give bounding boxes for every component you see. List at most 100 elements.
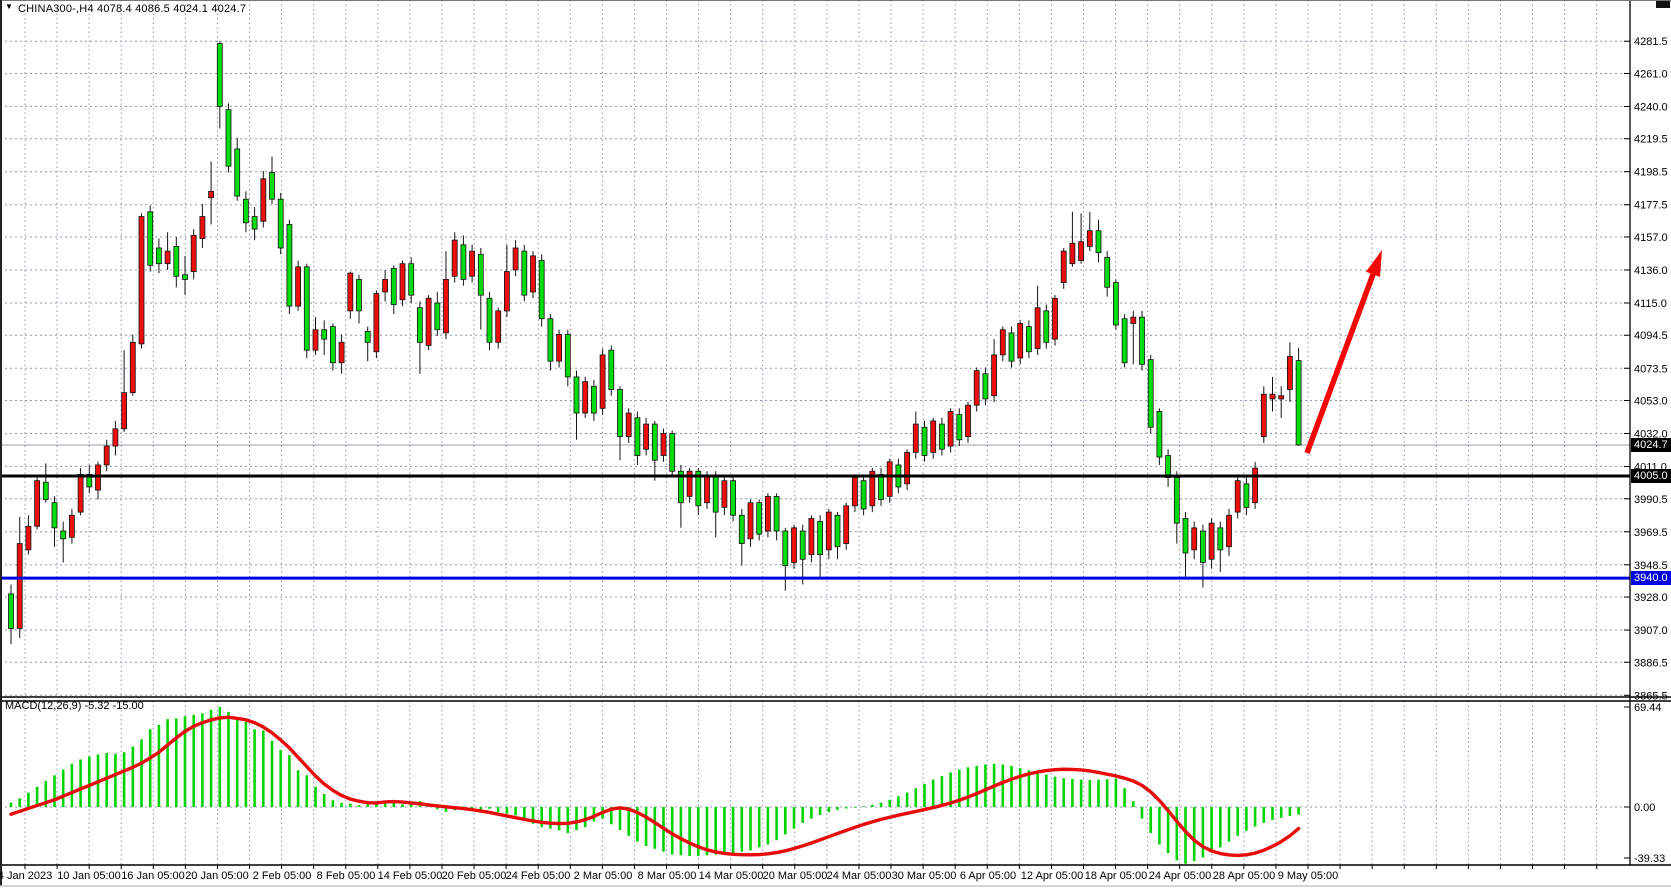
candle-body-bear: [573, 376, 580, 414]
candle-body-bull: [843, 505, 850, 544]
candle-body-bear: [329, 326, 336, 364]
candle: [912, 411, 919, 459]
candle: [982, 367, 989, 406]
candle: [190, 229, 197, 280]
candle-body-bear: [416, 307, 423, 343]
time-tick-label: 8 Mar 05:00: [638, 870, 697, 882]
time-tick-label: 2 Mar 05:00: [574, 870, 633, 882]
time-tick-label: 24 Feb 05:00: [506, 870, 571, 882]
macd-indicator-label: MACD(12,26,9) -5.32 -15.00: [5, 700, 144, 712]
candle: [103, 439, 110, 472]
candle-body-bear: [1121, 318, 1128, 364]
candle-body-bull: [912, 423, 919, 453]
symbol-dropdown-icon[interactable]: ▼: [5, 2, 13, 11]
candle-body-bull: [991, 354, 997, 397]
candle-body-bull: [129, 341, 136, 394]
candle-body-bear: [234, 148, 241, 197]
candle: [939, 417, 945, 456]
candle-body-bear: [564, 334, 571, 378]
candle: [582, 376, 589, 418]
candle-body-bull: [947, 411, 954, 447]
candle: [1182, 512, 1189, 579]
candle: [34, 477, 40, 530]
candle-body-bull: [747, 502, 754, 540]
candle-body-bear: [1147, 359, 1154, 428]
candle: [808, 515, 815, 563]
candle-body-bear: [147, 211, 154, 266]
candle: [69, 508, 75, 544]
candle-body-bull: [190, 234, 197, 272]
candle: [51, 496, 58, 547]
candle: [930, 417, 937, 459]
candle: [173, 236, 180, 288]
candle-body-bear: [982, 373, 989, 400]
trend-arrow-head[interactable]: [1365, 250, 1382, 277]
candle: [530, 251, 536, 299]
candle-body-bull: [1069, 242, 1076, 265]
candle: [625, 408, 632, 443]
candle: [1260, 386, 1267, 443]
candle-body-bear: [8, 593, 14, 629]
candle-body-bull: [973, 370, 980, 406]
candle: [199, 203, 206, 248]
candle: [25, 515, 32, 555]
trend-arrow-shaft[interactable]: [1304, 267, 1378, 454]
time-tick-label: 8 Feb 05:00: [317, 870, 376, 882]
candle: [1130, 310, 1137, 365]
candle-body-bear: [269, 172, 275, 200]
candle: [521, 244, 528, 302]
time-tick-label: 14 Feb 05:00: [378, 870, 443, 882]
candle: [347, 271, 354, 319]
candle-body-bear: [434, 302, 441, 331]
candle-body-bull: [512, 247, 519, 271]
candle-body-bull: [77, 473, 84, 513]
candle: [1173, 471, 1180, 544]
candle: [1278, 386, 1285, 418]
candle-body-bear: [651, 423, 658, 461]
candle-body-bear: [1173, 477, 1180, 524]
candle: [1252, 461, 1258, 509]
candle-body-bull: [1234, 480, 1241, 513]
candle-body-bull: [382, 279, 389, 293]
candle: [512, 240, 519, 277]
candle: [991, 339, 997, 403]
candle: [965, 402, 971, 443]
candle-body-bull: [852, 477, 858, 507]
candle: [556, 329, 562, 368]
candle: [721, 477, 728, 516]
candle: [382, 269, 389, 302]
candle-body-bull: [1260, 393, 1267, 438]
time-tick-label: 6 Apr 05:00: [960, 870, 1016, 882]
candle-body-bull: [904, 451, 910, 485]
candle-body-bull: [582, 381, 589, 414]
candle: [747, 499, 754, 547]
candle: [42, 463, 49, 503]
candle-body-bear: [86, 473, 93, 488]
candle: [469, 244, 476, 283]
candle-body-bear: [408, 263, 415, 296]
candle: [921, 420, 928, 462]
candle-body-bear: [1182, 518, 1189, 554]
candle: [251, 207, 258, 241]
candle: [1147, 354, 1154, 434]
candle: [434, 291, 441, 337]
candle: [486, 291, 493, 351]
candle: [495, 307, 502, 349]
candle: [825, 508, 832, 560]
hline-price-tag-3940: 3940.0: [1631, 571, 1671, 585]
price-tick-label: 4219.5: [1634, 134, 1668, 146]
candle: [1078, 213, 1084, 264]
candle-body-bear: [303, 266, 310, 351]
candle-body-bear: [860, 480, 867, 510]
scroll-to-end-marker[interactable]: [1656, 1, 1670, 8]
macd-signal-line: [9, 715, 1301, 858]
time-tick-label: 24 Apr 05:00: [1149, 870, 1211, 882]
candle-body-bull: [373, 293, 380, 353]
candle-body-bear: [738, 514, 745, 544]
candle-body-bear: [678, 470, 684, 504]
candle-body-bull: [1226, 514, 1232, 548]
candle-body-bull: [869, 470, 876, 507]
candle-body-bull: [121, 392, 127, 430]
candle: [425, 295, 432, 351]
